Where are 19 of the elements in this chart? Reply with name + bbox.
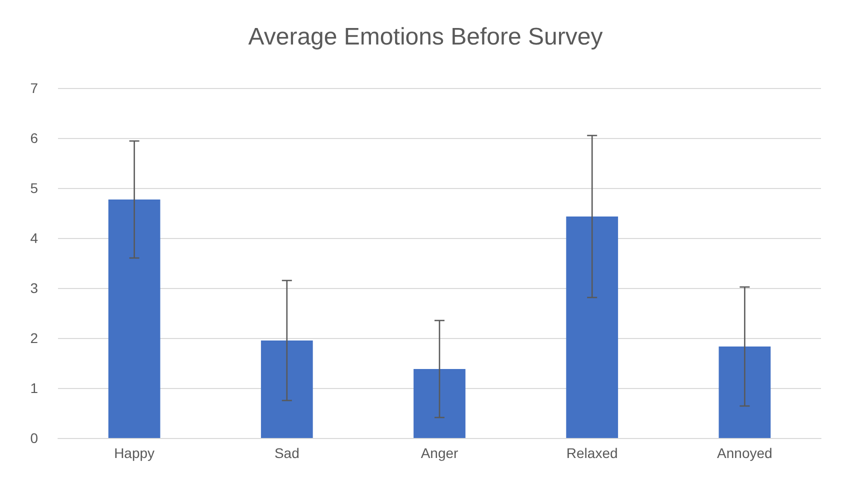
bar: [414, 369, 466, 438]
y-tick-label: 2: [30, 330, 38, 346]
bar: [718, 346, 771, 438]
y-tick-label: 0: [30, 430, 38, 446]
y-tick-label: 1: [30, 380, 38, 396]
x-tick-label: Annoyed: [717, 445, 772, 461]
x-tick-label: Happy: [114, 445, 155, 461]
x-tick-label: Anger: [420, 445, 459, 461]
y-tick-label: 7: [30, 80, 38, 96]
y-tick-label: 5: [30, 180, 38, 196]
y-tick-label: 6: [30, 130, 38, 146]
x-tick-label: Sad: [274, 445, 300, 461]
y-tick-label: 4: [30, 230, 38, 246]
bar: [566, 216, 618, 438]
y-tick-label: 3: [30, 280, 38, 296]
x-tick-label: Relaxed: [566, 445, 618, 461]
chart-title: Average Emotions Before Survey: [248, 24, 603, 50]
bar: [260, 340, 313, 438]
bar: [108, 200, 160, 438]
